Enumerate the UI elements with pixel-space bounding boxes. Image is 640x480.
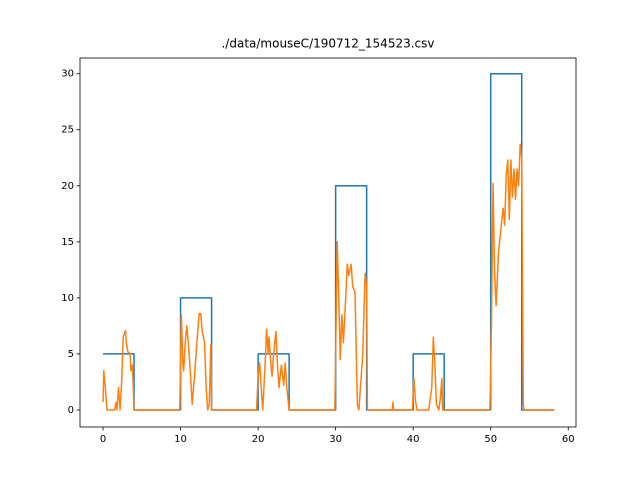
- x-tick-label: 60: [562, 434, 575, 445]
- y-tick-label: 5: [68, 349, 74, 360]
- y-tick-label: 30: [61, 69, 74, 80]
- x-tick-label: 30: [329, 434, 342, 445]
- y-tick-label: 0: [68, 405, 74, 416]
- y-tick-label: 20: [61, 181, 74, 192]
- plot-frame: [79, 57, 577, 428]
- x-tick-label: 50: [484, 434, 497, 445]
- y-tick-label: 25: [61, 125, 74, 136]
- y-tick-label: 15: [61, 237, 74, 248]
- chart-title: ./data/mouseC/190712_154523.csv: [221, 37, 434, 51]
- x-tick-label: 0: [100, 434, 106, 445]
- y-tick-label: 10: [61, 293, 74, 304]
- x-tick-label: 40: [407, 434, 420, 445]
- x-tick-label: 10: [174, 434, 187, 445]
- series-line: [102, 143, 555, 411]
- x-tick-label: 20: [252, 434, 265, 445]
